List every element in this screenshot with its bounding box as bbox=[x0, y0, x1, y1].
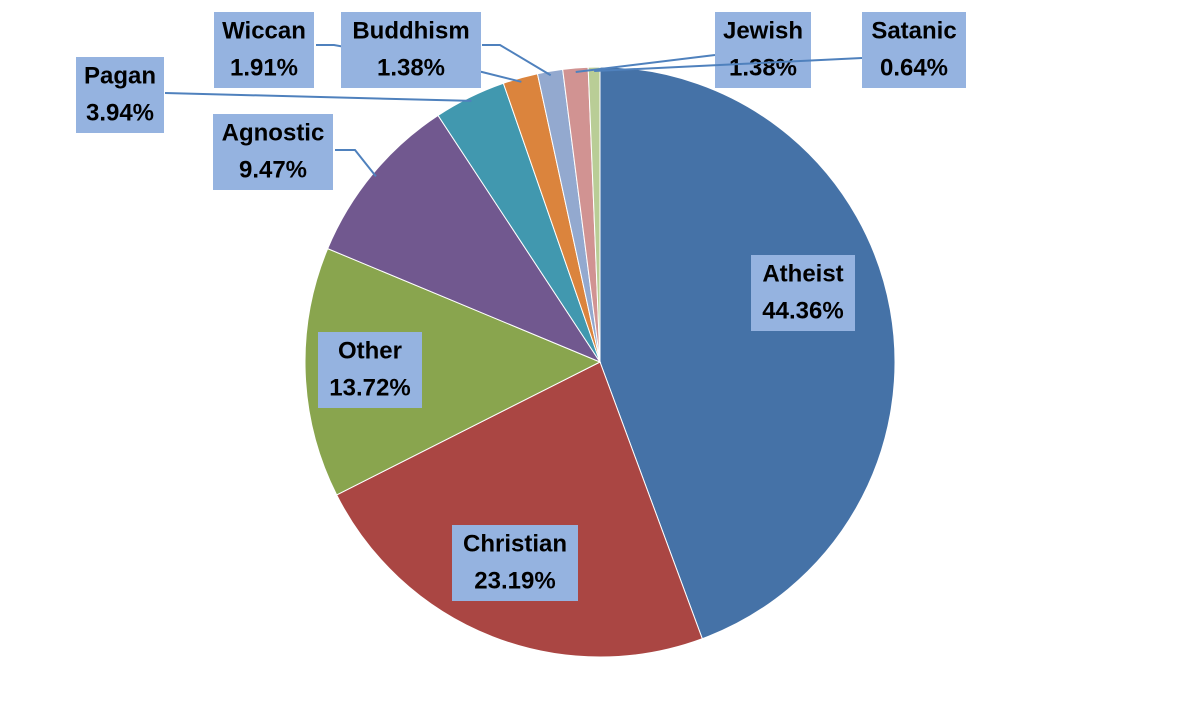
pie-slice bbox=[587, 66, 601, 363]
slice-label: Other bbox=[338, 337, 402, 364]
label-box bbox=[862, 12, 966, 88]
slice-label: Pagan bbox=[84, 62, 156, 89]
value-label: 9.47% bbox=[239, 156, 307, 183]
value-label: 23.19% bbox=[474, 567, 555, 594]
value-label: 1.38% bbox=[729, 54, 797, 81]
slice-label: Jewish bbox=[723, 17, 803, 44]
label-box bbox=[76, 57, 164, 133]
label-box bbox=[715, 12, 811, 88]
slice-label: Agnostic bbox=[222, 119, 325, 146]
slice-label: Wiccan bbox=[222, 17, 306, 44]
value-label: 44.36% bbox=[762, 297, 843, 324]
leader-line bbox=[575, 54, 716, 74]
value-label: 0.64% bbox=[880, 54, 948, 81]
leader-line bbox=[594, 57, 863, 73]
label-box bbox=[341, 12, 481, 88]
slice-label: Buddhism bbox=[352, 17, 469, 44]
slice-label: Atheist bbox=[762, 260, 843, 287]
leader-line bbox=[335, 149, 377, 177]
label-box bbox=[751, 255, 855, 331]
value-label: 13.72% bbox=[329, 374, 410, 401]
label-box bbox=[213, 114, 333, 190]
label-box bbox=[214, 12, 314, 88]
leader-line bbox=[164, 92, 472, 102]
value-label: 3.94% bbox=[86, 99, 154, 126]
label-box bbox=[318, 332, 422, 408]
label-box bbox=[452, 525, 578, 601]
slice-label: Christian bbox=[463, 530, 567, 557]
value-label: 1.91% bbox=[230, 54, 298, 81]
pie-slice bbox=[599, 66, 896, 640]
pie-slice bbox=[336, 361, 703, 658]
leader-line bbox=[482, 44, 552, 77]
pie-slice bbox=[304, 247, 602, 496]
value-label: 1.38% bbox=[377, 54, 445, 81]
slice-label: Satanic bbox=[871, 17, 956, 44]
